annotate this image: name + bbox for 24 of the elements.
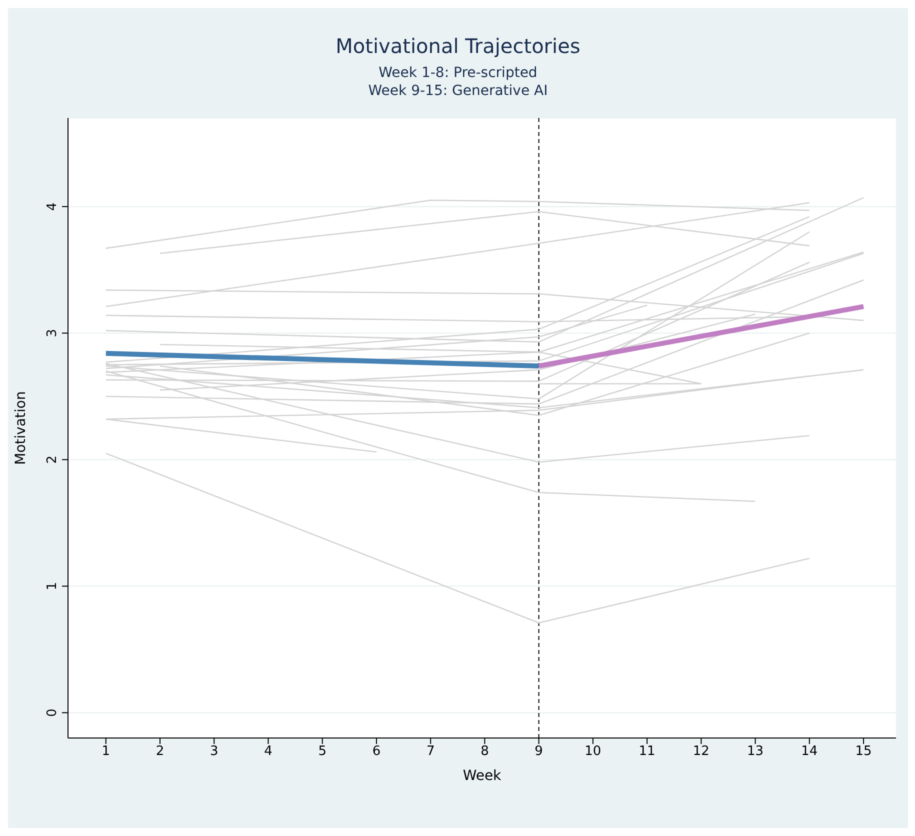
y-axis-title: Motivation [12, 391, 29, 465]
y-tick-label: 0 [45, 708, 60, 717]
x-tick-label: 14 [801, 744, 818, 760]
x-tick-label: 11 [638, 744, 656, 760]
x-tick-label: 9 [534, 744, 543, 760]
x-tick-label: 8 [480, 744, 489, 760]
chart-subtitle: Week 1-8: Pre-scripted Week 9-15: Generative AI [367, 64, 549, 100]
x-tick-label: 4 [264, 744, 272, 760]
y-tick-label: 2 [45, 455, 60, 464]
y-tick-label: 1 [45, 582, 60, 590]
chart-title: Motivational Trajectories [334, 34, 582, 58]
x-tick-label: 6 [372, 744, 381, 760]
x-tick-label: 2 [156, 744, 164, 760]
x-tick-label: 3 [210, 744, 218, 760]
x-tick-label: 12 [692, 744, 710, 760]
x-tick-label: 10 [584, 744, 602, 760]
y-tick-label: 3 [45, 328, 60, 338]
x-axis-title: Week [462, 768, 502, 784]
x-tick-label: 5 [318, 744, 326, 760]
x-tick-label: 1 [102, 744, 110, 760]
x-tick-label: 13 [747, 744, 764, 760]
x-tick-label: 7 [426, 744, 435, 760]
x-tick-label: 15 [855, 744, 872, 760]
y-tick-label: 4 [45, 202, 60, 211]
